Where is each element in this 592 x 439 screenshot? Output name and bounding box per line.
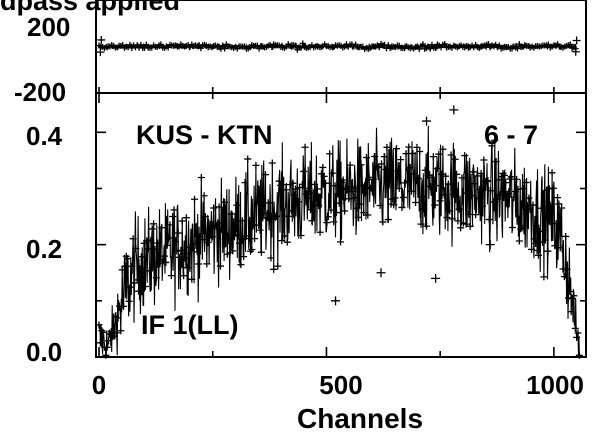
amplitude-outlier	[422, 116, 432, 126]
amp-xtick-1000: 1000	[526, 370, 584, 400]
amplitude-panel-frame	[95, 92, 587, 358]
phase-ytick-bottom: -200	[14, 77, 66, 107]
amp-ytick-0.0: 0.0	[26, 337, 62, 367]
amplitude-points	[95, 105, 583, 359]
phase-points	[96, 35, 581, 57]
phase-trace	[98, 42, 577, 52]
amplitude-outlier	[376, 268, 386, 278]
amp-ytick-0.2: 0.2	[26, 234, 62, 264]
chart-title: dpass applied	[0, 0, 180, 16]
amplitude-outlier	[485, 240, 495, 250]
amplitude-outlier	[331, 296, 341, 306]
amplitude-outlier	[237, 234, 247, 244]
baseline-annotation: KUS - KTN	[136, 120, 273, 150]
if-annotation: IF 1(LL)	[141, 310, 238, 340]
amp-xtick-0: 0	[92, 370, 106, 400]
amplitude-trace	[98, 125, 580, 356]
phase-edge-point	[96, 48, 105, 57]
amplitude-outlier	[431, 273, 441, 283]
amp-xtick-500: 500	[319, 370, 362, 400]
phase-edge-point	[571, 47, 580, 56]
phase-edge-point	[97, 35, 106, 44]
amplitude-outlier	[449, 105, 459, 115]
amplitude-panel-ticks	[96, 93, 586, 358]
amp-ytick-0.4: 0.4	[26, 121, 63, 151]
antenna-pair-annotation: 6 - 7	[484, 120, 538, 150]
phase-edge-point	[572, 36, 581, 45]
x-axis-label: Channels	[297, 403, 423, 434]
phase-ytick-top: 200	[27, 12, 70, 42]
